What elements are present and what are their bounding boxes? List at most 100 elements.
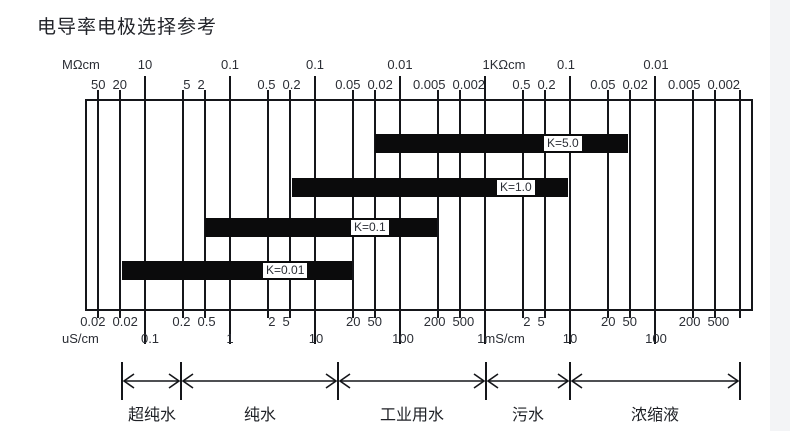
top-axis-major-label: 0.01 [643, 57, 669, 72]
minor-tick-top [692, 90, 694, 100]
gridline [544, 100, 546, 310]
top-axis-minor-pair: 0.005 0.002 [668, 77, 740, 92]
tick-label: 20 [346, 314, 361, 329]
minor-tick-bottom [352, 311, 354, 318]
top-axis-minor-pair: 0.5 0.2 [512, 77, 555, 92]
minor-tick-bottom [714, 311, 716, 318]
tick-label: 5 [282, 314, 290, 329]
bottom-axis-minor-pair: 20 50 [601, 314, 637, 329]
gridline [229, 100, 231, 310]
tick-label: 0.5 [257, 77, 276, 92]
major-tick-top [314, 76, 316, 100]
bar-label-k-0.01: K=0.01 [263, 263, 308, 278]
water-range-label-industrial: 工业用水 [379, 407, 445, 424]
minor-tick-bottom [119, 311, 121, 318]
tick-label: 200 [678, 314, 701, 329]
tick-label: 200 [423, 314, 446, 329]
top-axis-unit: MΩcm [62, 57, 100, 72]
arrow-head-left-icon [338, 373, 351, 389]
minor-tick-top [267, 90, 269, 100]
gridline [484, 100, 486, 310]
minor-tick-top [204, 90, 206, 100]
bottom-axis-unit: uS/cm [62, 331, 99, 346]
top-axis-minor-pair: 0.05 0.02 [590, 77, 648, 92]
gridline [629, 100, 631, 310]
bar-label-k-5.0: K=5.0 [544, 136, 582, 151]
top-axis-minor-pair: 0.5 0.2 [257, 77, 300, 92]
top-axis-minor-pair: 0.05 0.02 [335, 77, 393, 92]
minor-tick-bottom [692, 311, 694, 318]
gridline [352, 100, 354, 310]
tick-label: 500 [452, 314, 475, 329]
major-tick-top [144, 76, 146, 100]
minor-tick-bottom [544, 311, 546, 318]
arrow-head-right-icon [557, 373, 570, 389]
major-tick-top [569, 76, 571, 100]
bottom-axis-major-label: 10 [562, 331, 578, 346]
bar-label-k-1.0: K=1.0 [497, 180, 535, 195]
minor-tick-top [522, 90, 524, 100]
minor-tick-top [459, 90, 461, 100]
minor-tick-bottom [267, 311, 269, 318]
tick-label: 0.5 [197, 314, 216, 329]
major-tick-bottom [144, 311, 146, 344]
minor-tick-bottom [289, 311, 291, 318]
gridline [144, 100, 146, 310]
tick-label: 0.2 [282, 77, 301, 92]
bottom-axis-minor-pair: 2 5 [523, 314, 544, 329]
gridline [289, 100, 291, 310]
bottom-axis-major-label: 0.1 [140, 331, 160, 346]
gridline [267, 100, 269, 310]
gridline [182, 100, 184, 310]
tick-label: 0.5 [512, 77, 531, 92]
major-tick-bottom [484, 311, 486, 344]
bottom-axis-minor-pair: 20 50 [346, 314, 382, 329]
bar-k-0.1 [205, 218, 437, 237]
tick-label: 50 [367, 314, 382, 329]
minor-tick-top [437, 90, 439, 100]
minor-tick-top [739, 90, 741, 100]
tick-label: 0.05 [335, 77, 361, 92]
major-tick-bottom [569, 311, 571, 344]
gridline [569, 100, 571, 310]
tick-label: 2 [523, 314, 531, 329]
tick-label: 0.2 [172, 314, 191, 329]
top-axis-minor-pair: 0.005 0.002 [413, 77, 485, 92]
arrow-head-left-icon [570, 373, 583, 389]
minor-tick-bottom [374, 311, 376, 318]
minor-tick-top [629, 90, 631, 100]
arrow-head-left-icon [181, 373, 194, 389]
top-axis-major-label: 10 [137, 57, 153, 72]
top-axis-major-label: 0.1 [305, 57, 325, 72]
bottom-axis-major-label: 100 [645, 331, 667, 346]
water-range-label-pure: 纯水 [243, 407, 277, 424]
major-tick-top [654, 76, 656, 100]
tick-label: 0.002 [707, 77, 741, 92]
bottom-axis-major-label: 10 [308, 331, 324, 346]
gridline [437, 100, 439, 310]
arrow-head-right-icon [325, 373, 338, 389]
gridline [204, 100, 206, 310]
tick-label: 50 [622, 314, 637, 329]
tick-label: 0.002 [452, 77, 486, 92]
tick-label: 0.02 [622, 77, 648, 92]
arrow-head-left-icon [486, 373, 499, 389]
major-tick-top [484, 76, 486, 100]
gridline [374, 100, 376, 310]
minor-tick-bottom [182, 311, 184, 318]
tick-label: 5 [537, 314, 545, 329]
top-axis-major-label: 0.01 [387, 57, 413, 72]
minor-tick-top [374, 90, 376, 100]
arrow-head-right-icon [727, 373, 740, 389]
tick-label: 500 [707, 314, 730, 329]
arrow-head-left-icon [122, 373, 135, 389]
major-tick-bottom [314, 311, 316, 344]
tick-label: 50 [91, 77, 106, 92]
minor-tick-top [289, 90, 291, 100]
bar-k-0.01 [122, 261, 352, 280]
major-tick-top [399, 76, 401, 100]
bottom-axis-major-label: 1mS/cm [477, 331, 525, 346]
top-axis-major-label: 0.1 [556, 57, 576, 72]
minor-tick-top [97, 90, 99, 100]
water-range-label-sewage: 污水 [511, 407, 545, 424]
